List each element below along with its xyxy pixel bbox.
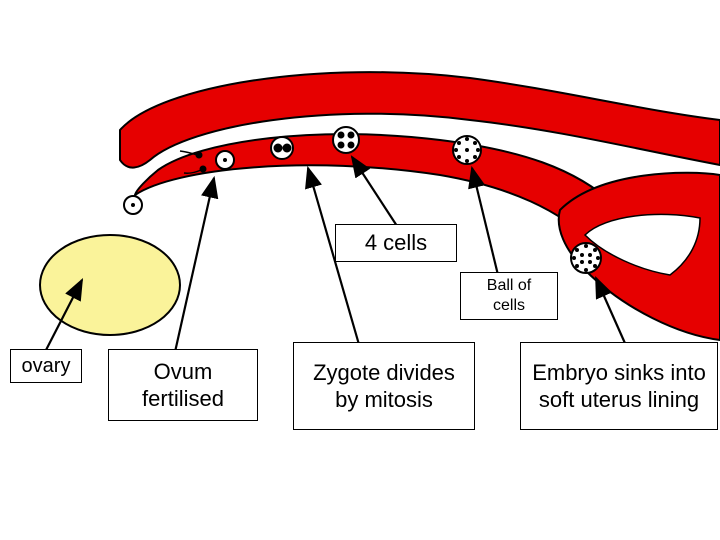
- ball-label-text: Ball of cells: [469, 276, 549, 316]
- diagram-canvas: [0, 0, 720, 540]
- ball-of-cells-label: Ball of cells: [460, 272, 558, 320]
- four-cell-stage: [333, 127, 359, 153]
- embryo-implanting: [571, 243, 601, 273]
- embryo-label-text: Embryo sinks into soft uterus lining: [529, 359, 709, 414]
- four-cells-label: 4 cells: [335, 224, 457, 262]
- fallopian-tube: [120, 72, 720, 340]
- four-cells-label-text: 4 cells: [365, 229, 427, 257]
- ovum-fertilised-label: Ovum fertilised: [108, 349, 258, 421]
- zygote-label: Zygote divides by mitosis: [293, 342, 475, 430]
- two-cell-stage: [271, 137, 293, 159]
- embryo-label: Embryo sinks into soft uterus lining: [520, 342, 718, 430]
- ovum-label-text: Ovum fertilised: [117, 358, 249, 413]
- zygote-label-text: Zygote divides by mitosis: [302, 359, 466, 414]
- ovary-label: ovary: [10, 349, 82, 383]
- ball-of-cells: [453, 136, 481, 164]
- ovary-label-text: ovary: [22, 354, 71, 379]
- released-ovum-cell: [124, 196, 142, 214]
